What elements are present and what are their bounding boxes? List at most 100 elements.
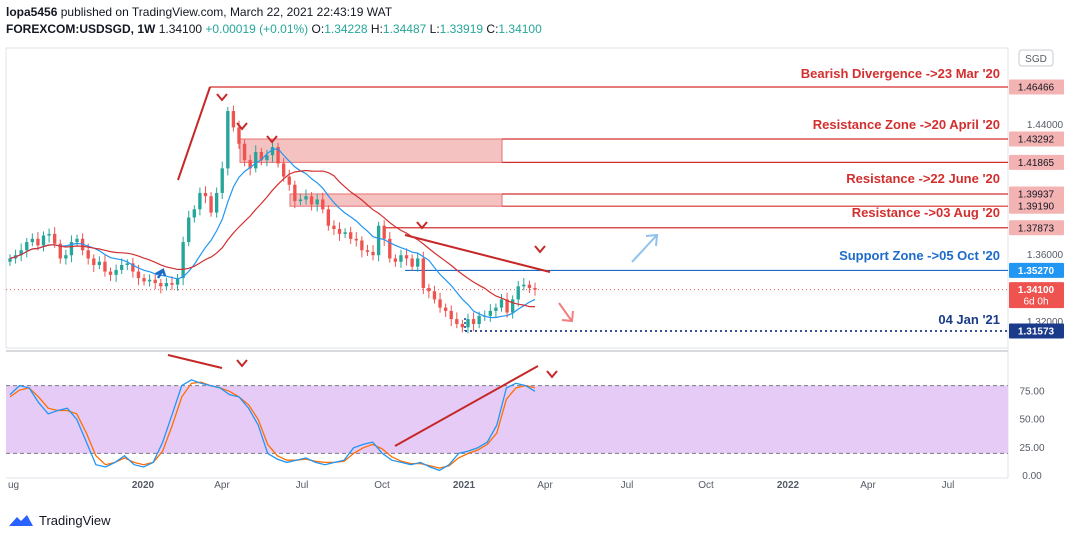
candle (421, 251, 425, 295)
candle-body (393, 258, 398, 262)
candle (471, 312, 476, 332)
candle-body (120, 265, 124, 270)
candle (332, 220, 336, 236)
candle-body (86, 250, 90, 259)
candle-body (41, 235, 46, 246)
candle (360, 236, 364, 258)
tradingview-brand: TradingView (39, 512, 111, 528)
candle (522, 277, 526, 291)
candle-body (259, 151, 264, 161)
divergence-trendline-price (177, 86, 211, 181)
chart-area[interactable]: 1.44000 1.36000 1.32000 75.00 50.00 25.00 0.00… (0, 0, 1073, 510)
candle (343, 228, 347, 238)
candle (92, 254, 96, 273)
price-tag-box (1009, 186, 1064, 202)
candle-body (281, 163, 286, 177)
candle (304, 189, 308, 205)
candle (510, 295, 515, 319)
candle (382, 220, 386, 246)
candle (505, 292, 509, 318)
price-tag-value: 1.39937 (1018, 189, 1055, 200)
price-tag-value: 1.34100 (1018, 285, 1055, 296)
candle-body (226, 111, 230, 169)
time-axis-tick: ug (8, 480, 19, 491)
price-tag-box (1009, 154, 1064, 170)
symbol-name[interactable]: FOREXCOM:USDSGD, 1W (6, 22, 156, 36)
published-text: published on TradingView.com, March 22, … (60, 5, 393, 19)
oscillator-axis-tick: 0.00 (1022, 471, 1042, 482)
candle-body (181, 242, 185, 279)
chevron-down-icon (416, 221, 428, 230)
candle-body (69, 242, 74, 256)
currency-badge[interactable]: SGD (1018, 49, 1054, 67)
candle-body (231, 111, 236, 128)
candle (365, 244, 370, 257)
candle-body (443, 307, 448, 311)
candle-body (410, 258, 414, 267)
candle (220, 161, 224, 199)
stochastic-panel (6, 354, 1008, 472)
low-value: 1.33919 (439, 22, 484, 36)
price-tag: 1.31573 (1009, 323, 1064, 339)
candle-body (103, 261, 107, 272)
candle (254, 145, 258, 173)
price-tag-value: 1.37873 (1018, 223, 1055, 234)
candle (147, 274, 152, 287)
price-axis-tick: 1.32000 (1027, 317, 1064, 328)
candle-body (382, 225, 386, 239)
candle (416, 253, 420, 272)
candle (265, 149, 269, 167)
close-value: 1.34100 (498, 22, 542, 36)
price-tag: 1.46466 (1009, 79, 1064, 95)
candle-body (192, 209, 196, 218)
overbought-oversold-band (6, 385, 1008, 454)
tradingview-footer[interactable]: TradingView (8, 510, 111, 530)
candle (187, 210, 191, 247)
price-tag-value: 1.41865 (1018, 158, 1055, 169)
stochastic-k-line (9, 379, 536, 472)
candle-body (527, 284, 532, 288)
candle-body (421, 258, 425, 288)
candle-body (416, 258, 420, 267)
candle-body (8, 258, 12, 262)
candle (410, 254, 414, 271)
candle-body (214, 192, 219, 213)
annotation-label: 04 Jan '21 (938, 312, 1000, 327)
candle (114, 264, 118, 282)
candle-body (198, 192, 202, 210)
open-label: O: (311, 22, 325, 36)
candle (58, 239, 62, 264)
candle (309, 192, 314, 211)
arrow-up-small-icon (155, 268, 167, 279)
candle-body (19, 250, 23, 256)
candle-body (237, 127, 241, 144)
candle (354, 232, 358, 247)
candle (75, 234, 79, 247)
candle (203, 186, 208, 204)
time-axis-tick: Apr (860, 480, 876, 491)
candle-body (388, 238, 392, 259)
price-change: +0.00019 (+0.01%) (205, 22, 309, 36)
chevron-down-icon (266, 135, 278, 144)
candle (321, 192, 325, 214)
candle-body (75, 238, 79, 243)
price-axis-tick: 1.44000 (1027, 120, 1064, 131)
divergence-trendline-oscillator (167, 354, 223, 369)
oscillator-axis-tick: 75.00 (1019, 386, 1044, 397)
candle-body (404, 255, 409, 259)
candle-body (522, 284, 526, 287)
candle (315, 194, 319, 212)
oscillator-axis-tick: 50.00 (1019, 415, 1044, 426)
candle (270, 140, 275, 163)
candle-body (321, 199, 325, 210)
candle (399, 249, 403, 268)
publish-line: lopa5456 published on TradingView.com, M… (6, 4, 1066, 21)
tradingview-logo-icon (9, 515, 33, 526)
candle (432, 285, 437, 304)
candle-body (505, 299, 509, 313)
candle-body (53, 233, 57, 244)
publisher-name[interactable]: lopa5456 (6, 5, 58, 19)
candle-body (494, 307, 498, 311)
candle (276, 142, 280, 168)
